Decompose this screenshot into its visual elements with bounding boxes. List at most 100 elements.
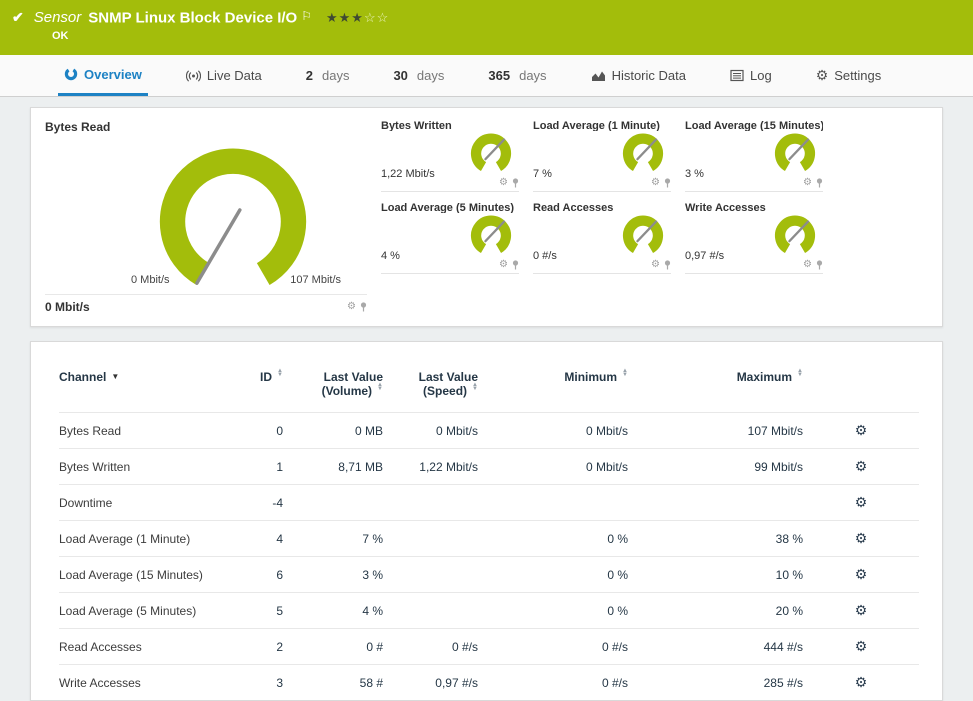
- stars-empty[interactable]: ☆☆: [363, 9, 390, 25]
- channel-minimum: 0 %: [484, 556, 634, 593]
- channel-id: 6: [244, 556, 289, 593]
- channel-maximum: 99 Mbit/s: [634, 448, 809, 485]
- gauge-gear-icon[interactable]: ⚙: [499, 259, 508, 270]
- channel-name: Bytes Written: [59, 448, 244, 485]
- gauge-pin-icon[interactable]: [360, 302, 367, 312]
- channel-last-volume: 8,71 MB: [289, 448, 389, 485]
- gauge-bytes-read: Bytes Read 0 Mbit/s 107 Mbit/s 0 Mbit/s …: [45, 120, 367, 314]
- gauge-gear-icon[interactable]: ⚙: [651, 259, 660, 270]
- overview-pie-icon: [64, 67, 78, 81]
- channels-table: Channel ▼ ID ▲ ▼ Last Value (Volume) ▲ ▼ Last…: [59, 368, 919, 700]
- tab-2-days-unit: days: [321, 68, 350, 83]
- channel-name: Load Average (5 Minutes): [59, 592, 244, 629]
- gauge-dial: [622, 215, 664, 253]
- column-header-last-volume[interactable]: Last Value (Volume) ▲ ▼: [321, 370, 383, 398]
- gauge-dial: [470, 215, 512, 253]
- table-row: Bytes Read 0 0 MB 0 Mbit/s 0 Mbit/s 107 …: [59, 412, 919, 449]
- channel-id: 5: [244, 592, 289, 629]
- channel-last-volume: [289, 484, 389, 521]
- channel-last-speed: [389, 520, 484, 557]
- channel-name: Load Average (15 Minutes): [59, 556, 244, 593]
- sensor-tabbar: Overview Live Data 2 days 30 days 365 days …: [0, 55, 973, 97]
- tab-365-days-number: 365: [488, 68, 511, 83]
- tab-30-days[interactable]: 30 days: [387, 55, 450, 96]
- gauge-dial: [774, 133, 816, 171]
- channel-last-speed: 1,22 Mbit/s: [389, 448, 484, 485]
- overview-content: Bytes Read 0 Mbit/s 107 Mbit/s 0 Mbit/s …: [0, 97, 973, 701]
- gauge-pin-icon[interactable]: [664, 178, 671, 188]
- gauge-gear-icon[interactable]: ⚙: [499, 177, 508, 188]
- gauge-pin-icon[interactable]: [512, 260, 519, 270]
- channel-settings-icon[interactable]: ⚙: [854, 458, 868, 474]
- historic-chart-icon: [591, 69, 606, 82]
- gauge-label: Bytes Written: [381, 120, 452, 131]
- column-header-actions: [809, 370, 919, 413]
- gauge-pin-icon[interactable]: [816, 260, 823, 270]
- channel-settings-icon[interactable]: ⚙: [854, 566, 868, 582]
- gauge-pin-icon[interactable]: [816, 178, 823, 188]
- gauge-current-value: 3 %: [685, 168, 704, 180]
- channel-id: 1: [244, 448, 289, 485]
- column-header-channel[interactable]: Channel ▼: [59, 370, 120, 384]
- tab-2-days[interactable]: 2 days: [300, 55, 356, 96]
- tab-settings[interactable]: ⚙ Settings: [810, 55, 888, 96]
- sort-desc-icon: ▼: [111, 372, 120, 381]
- gauge-pin-icon[interactable]: [664, 260, 671, 270]
- tab-historic-data[interactable]: Historic Data: [585, 55, 692, 96]
- priority-stars[interactable]: ★★★☆☆: [326, 10, 389, 25]
- tab-live-data[interactable]: Live Data: [180, 55, 268, 96]
- gauge-current-value: 0 #/s: [533, 250, 557, 262]
- channel-maximum: 10 %: [634, 556, 809, 593]
- channel-maximum: 444 #/s: [634, 628, 809, 665]
- gauge-gear-icon[interactable]: ⚙: [347, 301, 356, 312]
- tab-log[interactable]: Log: [724, 55, 778, 96]
- channel-maximum: 38 %: [634, 520, 809, 557]
- column-header-maximum[interactable]: Maximum ▲ ▼: [736, 368, 803, 384]
- gauge-current-value: 0 Mbit/s: [45, 300, 90, 314]
- column-header-minimum[interactable]: Minimum ▲ ▼: [564, 368, 628, 384]
- gauge-gear-icon[interactable]: ⚙: [651, 177, 660, 188]
- gauge-panel: Write Accesses 0,97 #/s ⚙: [685, 202, 823, 274]
- gauge-current-value: 0,97 #/s: [685, 250, 725, 262]
- column-header-last-speed[interactable]: Last Value (Speed) ▲ ▼: [418, 370, 478, 398]
- sort-icon: ▲ ▼: [277, 368, 283, 378]
- column-header-id[interactable]: ID ▲ ▼: [260, 368, 283, 384]
- channel-minimum: 0 Mbit/s: [484, 412, 634, 449]
- channel-maximum: 107 Mbit/s: [634, 412, 809, 449]
- channel-minimum: 0 #/s: [484, 664, 634, 700]
- channel-minimum: 0 Mbit/s: [484, 448, 634, 485]
- gauge-label: Load Average (1 Minute): [533, 120, 660, 131]
- stars-filled[interactable]: ★★★: [325, 9, 364, 25]
- gauge-dial: [470, 133, 512, 171]
- sensor-title: SNMP Linux Block Device I/O: [88, 9, 298, 27]
- channel-name: Downtime: [59, 484, 244, 521]
- channel-settings-icon[interactable]: ⚙: [854, 674, 868, 690]
- channel-last-volume: 4 %: [289, 592, 389, 629]
- gauge-panel: Load Average (1 Minute) 7 % ⚙: [533, 120, 671, 192]
- channel-settings-icon[interactable]: ⚙: [854, 422, 868, 438]
- priority-flag-icon[interactable]: ⚐: [301, 9, 312, 23]
- tab-log-label: Log: [749, 68, 772, 83]
- channel-maximum: 20 %: [634, 592, 809, 629]
- tab-365-days[interactable]: 365 days: [482, 55, 552, 96]
- sort-icon: ▲ ▼: [377, 382, 383, 392]
- sensor-status-badge: OK: [52, 30, 69, 42]
- tab-overview[interactable]: Overview: [58, 55, 148, 96]
- channel-settings-icon[interactable]: ⚙: [854, 602, 868, 618]
- table-row: Write Accesses 3 58 # 0,97 #/s 0 #/s 285…: [59, 664, 919, 700]
- sort-icon: ▲ ▼: [472, 382, 478, 392]
- gauge-label: Write Accesses: [685, 202, 766, 213]
- channel-settings-icon[interactable]: ⚙: [854, 494, 868, 510]
- tab-2-days-number: 2: [305, 68, 313, 83]
- gauge-gear-icon[interactable]: ⚙: [803, 177, 812, 188]
- settings-gear-icon: ⚙: [815, 67, 829, 83]
- channel-settings-icon[interactable]: ⚙: [854, 638, 868, 654]
- channel-name: Load Average (1 Minute): [59, 520, 244, 557]
- gauge-pin-icon[interactable]: [512, 178, 519, 188]
- gauge-gear-icon[interactable]: ⚙: [803, 259, 812, 270]
- channel-id: 3: [244, 664, 289, 700]
- channel-settings-icon[interactable]: ⚙: [854, 530, 868, 546]
- tab-365-days-unit: days: [519, 68, 547, 83]
- sort-icon: ▲ ▼: [622, 368, 628, 378]
- tab-historic-data-label: Historic Data: [611, 68, 686, 83]
